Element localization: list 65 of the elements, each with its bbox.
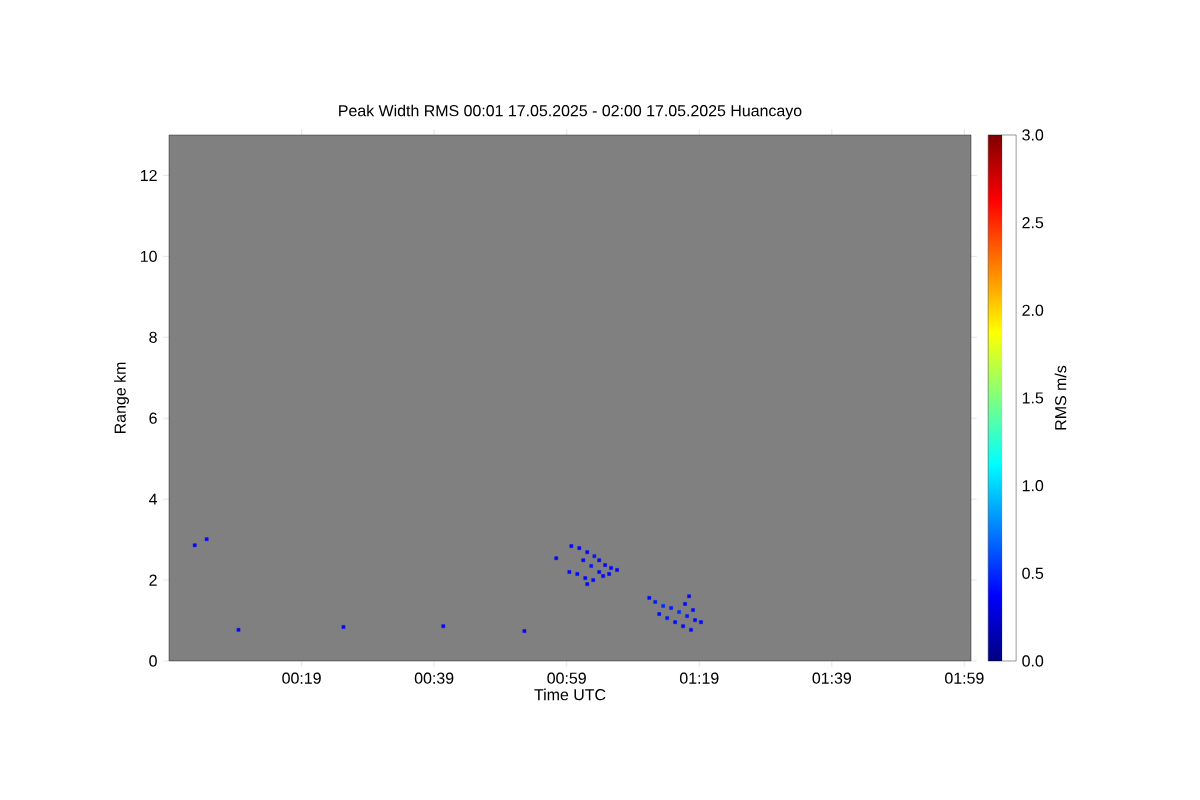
color-bar-label: 2.0 bbox=[1022, 304, 1044, 316]
point bbox=[601, 574, 605, 578]
x-axis-title: Time UTC bbox=[534, 688, 606, 701]
point bbox=[607, 572, 611, 576]
point bbox=[693, 618, 697, 622]
color-bar-label: 0.5 bbox=[1022, 567, 1044, 579]
color-bar-label: 0.0 bbox=[1022, 655, 1044, 667]
point bbox=[522, 629, 527, 633]
point bbox=[683, 602, 687, 606]
point bbox=[657, 612, 662, 616]
y-tick-label: 6 bbox=[149, 412, 157, 424]
point bbox=[699, 620, 703, 624]
point bbox=[236, 628, 241, 632]
color-bar-label: 3.0 bbox=[1022, 129, 1044, 141]
point bbox=[589, 564, 594, 568]
point bbox=[554, 556, 559, 561]
y-tick-label: 4 bbox=[148, 493, 158, 505]
color-bar-title: RMS m/s bbox=[1054, 365, 1067, 430]
y-tick-label: 12 bbox=[140, 169, 157, 182]
point bbox=[615, 568, 619, 572]
y-axis-title: Range km bbox=[114, 362, 129, 433]
point bbox=[569, 544, 574, 548]
chart-title: Peak Width RMS 00:01 17.05.2025 - 02:00 17.05.2025 Huancayo bbox=[339, 104, 802, 120]
point bbox=[592, 554, 597, 558]
point bbox=[575, 572, 580, 576]
point bbox=[441, 624, 446, 628]
x-tick-label: 01:19 bbox=[679, 672, 719, 684]
point bbox=[603, 563, 607, 567]
x-tick-label: 00:39 bbox=[414, 672, 454, 684]
point bbox=[661, 604, 666, 608]
point bbox=[204, 537, 209, 541]
point bbox=[597, 558, 601, 563]
point bbox=[597, 570, 601, 574]
point bbox=[653, 600, 658, 604]
x-tick-label: 01:39 bbox=[812, 672, 852, 684]
point bbox=[341, 625, 346, 629]
y-tick-label: 10 bbox=[140, 250, 157, 263]
point bbox=[585, 582, 590, 586]
point bbox=[581, 558, 586, 563]
y-tick-label: 2 bbox=[149, 574, 157, 586]
point bbox=[677, 610, 681, 614]
color-bar-label: 1.0 bbox=[1022, 480, 1044, 492]
point bbox=[647, 596, 652, 600]
point bbox=[609, 566, 613, 570]
color-bar-label: 1.5 bbox=[1022, 392, 1044, 404]
y-tick-label: 8 bbox=[149, 331, 157, 343]
point bbox=[687, 594, 691, 599]
point bbox=[691, 608, 695, 612]
point bbox=[577, 546, 582, 550]
point bbox=[192, 543, 197, 548]
point bbox=[591, 578, 596, 582]
point bbox=[585, 550, 590, 554]
point bbox=[681, 624, 685, 628]
point bbox=[673, 620, 677, 624]
point bbox=[669, 606, 673, 610]
x-tick-label: 00:19 bbox=[282, 672, 321, 684]
point bbox=[689, 628, 693, 632]
x-tick-label: 00:59 bbox=[547, 672, 586, 684]
color-bar-label: 2.5 bbox=[1022, 217, 1044, 229]
point bbox=[665, 616, 669, 620]
y-tick-label: 0 bbox=[149, 655, 157, 667]
point bbox=[583, 576, 588, 580]
x-tick-label: 01:59 bbox=[945, 672, 984, 684]
point bbox=[567, 570, 572, 574]
point bbox=[685, 614, 689, 618]
